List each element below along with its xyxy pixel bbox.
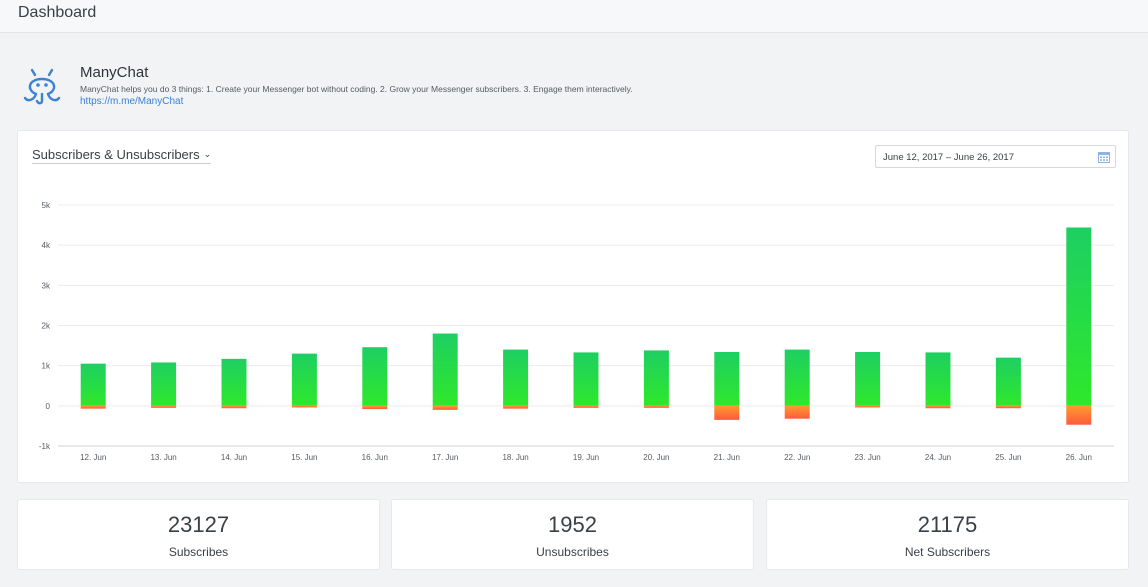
y-tick-label: 1k	[42, 362, 51, 371]
x-tick-label: 12. Jun	[80, 453, 106, 462]
subscribes-bar	[643, 350, 669, 406]
unsubscribes-bar	[995, 405, 1021, 409]
date-range-picker[interactable]: June 12, 2017 – June 26, 2017	[875, 145, 1116, 168]
unsubscribes-bar	[291, 405, 317, 408]
x-tick-label: 20. Jun	[643, 453, 669, 462]
unsubscribes-bar	[643, 405, 669, 408]
chart-card: Subscribers & Unsubscribers ⌄ June 12, 20…	[17, 130, 1129, 483]
x-tick-label: 18. Jun	[502, 453, 528, 462]
stat-label: Net Subscribers	[904, 545, 991, 559]
unsubscribes-bar	[221, 405, 247, 409]
stat-card-subscribes: 23127 Subscribes	[17, 499, 380, 570]
x-tick-label: 24. Jun	[925, 453, 951, 462]
bot-link[interactable]: https://m.me/ManyChat	[80, 96, 184, 107]
subscribes-bar	[925, 352, 951, 406]
page-title: Dashboard	[18, 4, 97, 21]
chevron-down-icon: ⌄	[203, 149, 212, 159]
subscribes-bar	[1066, 227, 1092, 406]
y-tick-label: 3k	[42, 281, 51, 290]
x-tick-label: 26. Jun	[1066, 453, 1092, 462]
unsubscribes-bar	[573, 405, 599, 408]
metric-dropdown-label: Subscribers & Unsubscribers	[32, 147, 200, 162]
date-range-value: June 12, 2017 – June 26, 2017	[883, 152, 1015, 163]
y-tick-label: 5k	[42, 201, 51, 210]
subscribes-bar	[221, 358, 247, 406]
x-tick-label: 15. Jun	[291, 453, 317, 462]
subscribes-bar	[80, 363, 106, 406]
bot-info: ManyChat ManyChat helps you do 3 things:…	[20, 60, 1120, 116]
unsubscribes-bar	[784, 405, 810, 419]
y-tick-label: 0	[46, 402, 51, 411]
x-tick-label: 16. Jun	[362, 453, 388, 462]
subscribes-bar	[784, 349, 810, 406]
unsubscribes-bar	[432, 405, 458, 410]
y-tick-label: -1k	[39, 442, 51, 451]
unsubscribes-bar	[714, 405, 740, 420]
subscribes-bar	[151, 362, 177, 406]
subscribes-bar	[432, 333, 458, 406]
stat-card-net-subscribers: 21175 Net Subscribers	[766, 499, 1129, 570]
subscribes-bar	[362, 347, 388, 406]
subscribes-bar	[291, 353, 317, 406]
x-tick-label: 25. Jun	[995, 453, 1021, 462]
bot-description: ManyChat helps you do 3 things: 1. Creat…	[80, 84, 633, 94]
subscribes-bar	[855, 352, 881, 406]
x-tick-label: 22. Jun	[784, 453, 810, 462]
metric-dropdown[interactable]: Subscribers & Unsubscribers ⌄	[32, 147, 212, 164]
unsubscribes-bar	[151, 405, 177, 408]
x-tick-label: 13. Jun	[150, 453, 176, 462]
unsubscribes-bar	[925, 405, 951, 409]
stat-label: Subscribes	[168, 545, 229, 559]
unsubscribes-bar	[503, 405, 529, 409]
y-tick-label: 4k	[42, 241, 51, 250]
y-tick-label: 2k	[42, 322, 51, 331]
octopus-logo-icon	[23, 68, 61, 105]
stat-label: Unsubscribes	[536, 545, 609, 559]
bot-name: ManyChat	[80, 64, 149, 81]
subscribes-bar	[503, 349, 529, 406]
x-tick-label: 23. Jun	[854, 453, 880, 462]
top-bar: Dashboard	[0, 0, 1148, 33]
stat-value: 1952	[548, 512, 597, 537]
stat-value: 23127	[167, 512, 230, 537]
subscribes-bar	[995, 357, 1021, 406]
x-tick-label: 21. Jun	[714, 453, 740, 462]
unsubscribes-bar	[855, 405, 881, 408]
x-tick-label: 14. Jun	[221, 453, 247, 462]
subscribes-bar	[714, 352, 740, 406]
unsubscribes-bar	[1066, 405, 1092, 425]
unsubscribes-bar	[362, 405, 388, 410]
subscribers-chart: -1k 0 1k 2k 3k 4k 5k 12. Jun 13. Jun 14. Jun 15. J…	[39, 201, 1114, 462]
stat-card-unsubscribes: 1952 Unsubscribes	[391, 499, 754, 570]
x-tick-label: 17. Jun	[432, 453, 458, 462]
x-tick-label: 19. Jun	[573, 453, 599, 462]
stat-value: 21175	[917, 512, 978, 537]
unsubscribes-bar	[80, 405, 106, 409]
subscribes-bar	[573, 352, 599, 406]
calendar-icon	[1098, 152, 1110, 163]
